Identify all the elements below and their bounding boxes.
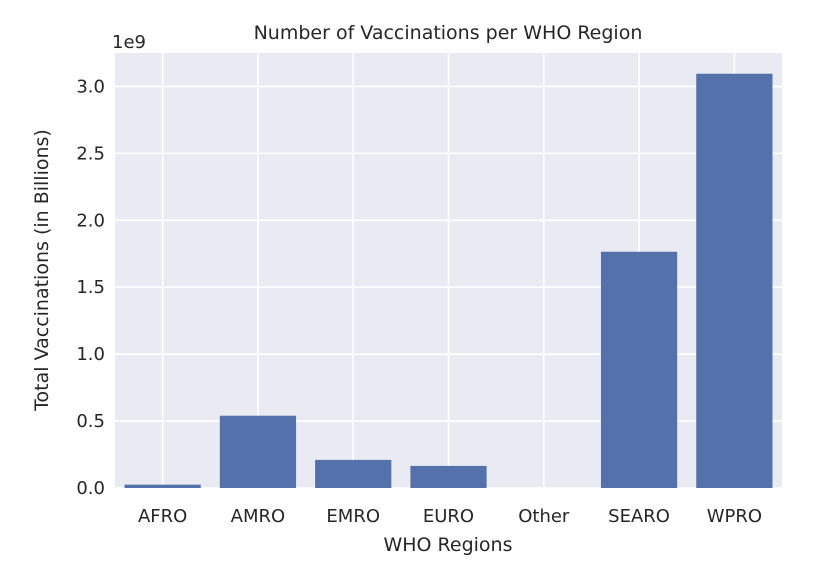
bars	[124, 73, 773, 488]
bar-amro	[219, 415, 297, 488]
bar-afro	[124, 484, 201, 488]
bar-euro	[410, 465, 487, 488]
x-axis-label: WHO Regions	[383, 534, 512, 556]
grid-lines	[115, 53, 782, 489]
y-tick-label: 3.0	[76, 76, 105, 97]
x-tick-label: WPRO	[707, 506, 762, 527]
bar-searo	[600, 251, 678, 488]
y-tick-label: 2.0	[76, 210, 105, 231]
y-tick-label: 1.5	[76, 277, 105, 298]
y-axis-offset-label: 1e9	[112, 32, 146, 53]
x-tick-label: AFRO	[138, 506, 187, 527]
bar-emro	[315, 459, 392, 488]
x-tick-label: EURO	[423, 506, 474, 527]
y-axis-label: Total Vaccinations (in Billions)	[31, 129, 53, 412]
bar-wpro	[696, 73, 773, 488]
y-tick-label: 1.0	[76, 344, 105, 365]
x-tick-label: SEARO	[608, 506, 670, 527]
y-tick-label: 0.0	[76, 478, 105, 499]
chart-title: Number of Vaccinations per WHO Region	[254, 22, 643, 44]
x-tick-label: EMRO	[326, 506, 380, 527]
x-tick-label: Other	[518, 506, 570, 527]
y-tick-labels: 0.0 0.5 1.0 1.5 2.0 2.5 3.0	[76, 76, 105, 499]
y-tick-label: 2.5	[76, 143, 105, 164]
x-tick-labels: AFRO AMRO EMRO EURO Other SEARO WPRO	[138, 506, 762, 527]
x-tick-label: AMRO	[231, 506, 286, 527]
y-tick-label: 0.5	[76, 411, 105, 432]
